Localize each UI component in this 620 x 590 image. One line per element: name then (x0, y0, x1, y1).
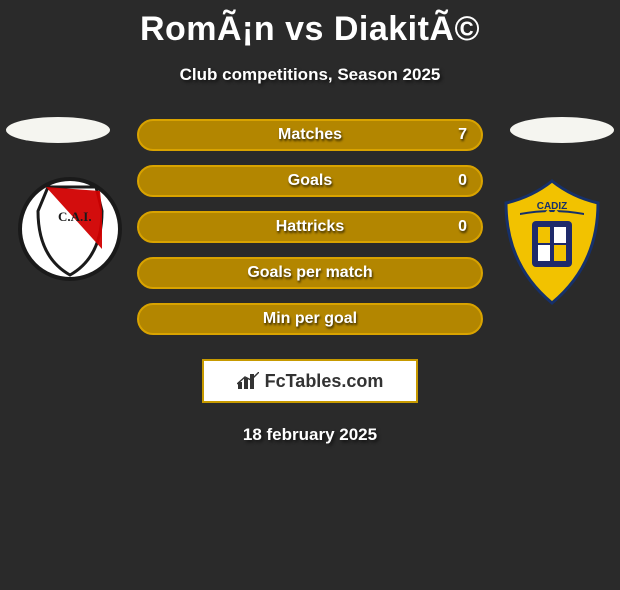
stat-bar-min-per-goal: Min per goal (137, 303, 483, 335)
update-date: 18 february 2025 (0, 425, 620, 445)
club-crest-right: CADIZ (502, 177, 602, 307)
stat-bar-goals: Goals 0 (137, 165, 483, 197)
stat-value: 7 (458, 126, 467, 144)
side-marker-right (510, 117, 614, 143)
stat-bar-hattricks: Hattricks 0 (137, 211, 483, 243)
comparison-panel: C.A.I. CADIZ Matches 7 Goals 0 Hattricks… (0, 119, 620, 445)
stat-label: Goals per match (247, 264, 372, 282)
page-title: RomÃ¡n vs DiakitÃ© (0, 10, 620, 49)
stat-label: Hattricks (276, 218, 344, 236)
crest-right-text: CADIZ (537, 201, 568, 212)
stat-value: 0 (458, 218, 467, 236)
stat-bar-matches: Matches 7 (137, 119, 483, 151)
crest-left-letters: C.A.I. (58, 209, 92, 224)
stat-label: Min per goal (263, 310, 357, 328)
stat-value: 0 (458, 172, 467, 190)
stat-label: Matches (278, 126, 342, 144)
fctables-text: FcTables.com (265, 371, 384, 392)
season-subtitle: Club competitions, Season 2025 (0, 65, 620, 85)
fctables-badge[interactable]: FcTables.com (202, 359, 418, 403)
club-crest-left: C.A.I. (18, 177, 122, 281)
stat-bars: Matches 7 Goals 0 Hattricks 0 Goals per … (137, 119, 483, 335)
stat-bar-goals-per-match: Goals per match (137, 257, 483, 289)
bar-chart-icon (237, 372, 259, 390)
stat-label: Goals (288, 172, 332, 190)
side-marker-left (6, 117, 110, 143)
